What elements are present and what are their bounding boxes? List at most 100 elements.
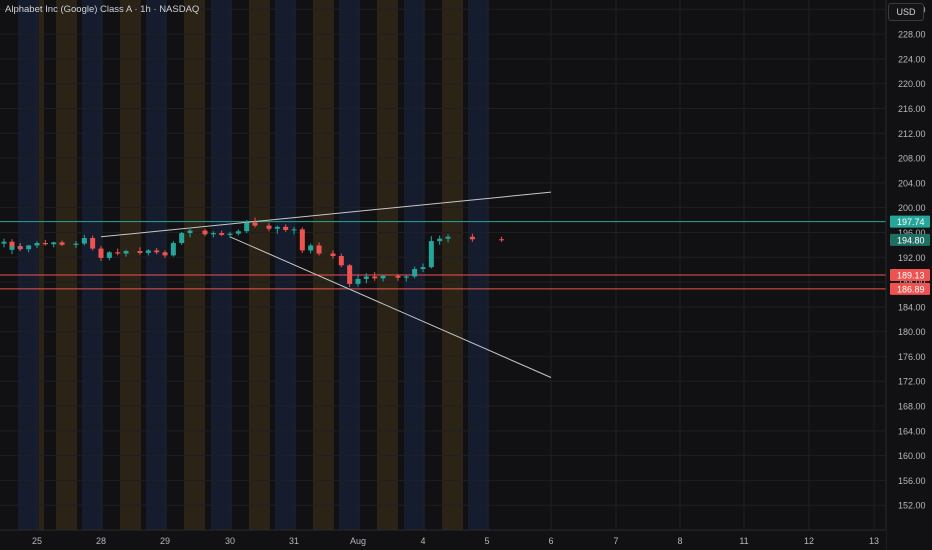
y-tick-label: 220.00 [898,79,926,89]
candle [428,236,434,269]
y-tick-label: 152.00 [898,501,926,511]
candle [90,235,96,251]
premarket-band [404,0,425,530]
candle-body [372,276,378,279]
candle-body [437,238,443,242]
candle [81,234,87,246]
candle [380,274,386,282]
candle [115,248,121,256]
candle [316,242,322,256]
candle [179,231,185,245]
candle [162,250,168,258]
y-tick-label: 164.00 [898,426,926,436]
trendline [100,191,552,238]
y-tick-label: 160.00 [898,451,926,461]
candle-body [137,251,143,253]
candle [308,243,314,254]
candle [445,234,451,243]
candle [137,247,143,255]
candle-body [235,231,241,234]
candle [123,249,129,257]
candle-body [154,250,160,253]
candle-body [34,242,40,246]
candle [244,220,250,234]
candle [283,224,289,232]
candle [469,233,475,242]
candle [420,263,426,273]
candle [106,251,112,261]
candle-body [395,275,401,278]
y-tick-label: 224.00 [898,54,926,64]
candle [145,249,151,256]
candle [9,245,15,255]
candle-body [291,229,297,231]
candle [403,275,409,282]
candle [1,238,7,248]
candle-body [59,242,65,245]
candle-body [355,278,361,284]
y-tick-label: 208.00 [898,154,926,164]
candle [347,264,353,288]
candle-body [266,225,272,229]
candle-body [252,222,258,226]
candle [202,228,208,237]
afterhours-band [120,0,141,530]
x-tick-label: 25 [32,536,42,546]
candle-body [170,242,176,256]
y-tick-label: 192.00 [898,253,926,263]
candle [437,235,443,245]
candle [210,231,216,238]
candle-body [445,236,451,239]
candle [499,236,505,242]
currency-button[interactable]: USD [888,3,924,21]
candle-body [202,230,208,235]
candle-body [283,226,289,230]
y-tick-label: 200.00 [898,203,926,213]
x-tick-label: 29 [160,536,170,546]
candle [219,230,225,237]
candle [34,241,40,248]
y-tick-label: 172.00 [898,377,926,387]
price-label-badge [890,233,930,246]
price-label-badge [890,215,930,228]
candle-body [244,222,250,232]
candle-body [123,251,129,254]
x-tick-label: 11 [739,536,748,546]
premarket-band [211,0,232,530]
candle [395,273,401,281]
y-tick-label: 168.00 [898,402,926,412]
candle-body [330,253,336,257]
candle-body [210,233,216,235]
x-tick-label: 12 [804,536,814,546]
afterhours-band [56,0,77,530]
x-tick-label: 4 [420,536,425,546]
candle-body [308,245,314,251]
price-label-text: 194.80 [897,235,925,245]
y-tick-label: 216.00 [898,104,926,114]
candle [51,241,57,248]
candle-body [115,252,121,254]
candle-body [106,252,112,258]
y-tick-label: 228.00 [898,30,926,40]
x-tick-label: 7 [613,536,618,546]
candle-body [274,226,280,229]
candle-body [90,238,96,249]
premarket-band [82,0,103,530]
candle [170,241,176,257]
x-tick-label: 13 [869,536,879,546]
candle-body [380,275,386,279]
premarket-band [146,0,167,530]
candle [330,250,336,259]
candle [252,217,258,228]
price-label-text: 186.89 [897,284,925,294]
candle-body [73,243,79,245]
candle-body [299,229,305,251]
candle [274,225,280,234]
y-tick-label: 188.00 [898,278,926,288]
candle [187,227,193,238]
y-tick-label: 184.00 [898,302,926,312]
candle [291,226,297,235]
price-label-badge [890,282,930,295]
candle-body [219,233,225,235]
